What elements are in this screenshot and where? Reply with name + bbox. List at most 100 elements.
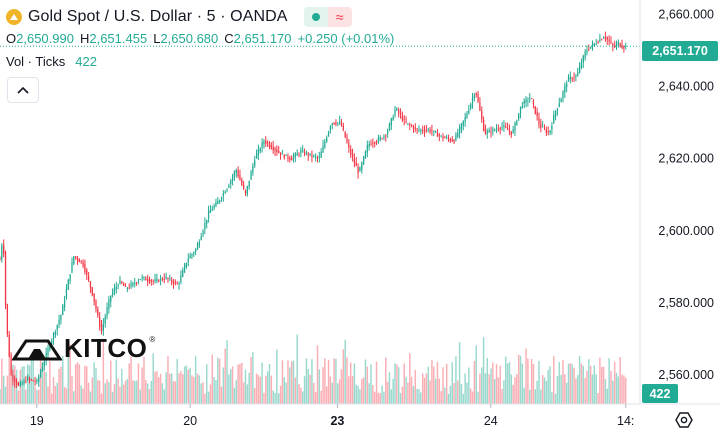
volume-bar bbox=[30, 358, 33, 404]
price-candle-body bbox=[562, 91, 564, 98]
price-candle-body bbox=[436, 133, 439, 137]
volume-bar bbox=[84, 365, 86, 404]
volume-bar bbox=[549, 366, 551, 404]
volume-bar bbox=[573, 367, 575, 404]
price-candle-body bbox=[542, 126, 544, 128]
collapse-legend-button[interactable] bbox=[7, 77, 39, 103]
volume-bar bbox=[126, 378, 129, 404]
price-candle-body bbox=[202, 230, 204, 235]
price-candle-body bbox=[100, 325, 103, 331]
price-candle-body bbox=[172, 281, 175, 285]
price-candle-body bbox=[390, 118, 392, 126]
volume-bar bbox=[519, 355, 522, 404]
volume-bar bbox=[43, 371, 46, 404]
volume-bar bbox=[170, 373, 173, 404]
volume-bar bbox=[41, 362, 44, 404]
market-open-dot-icon[interactable] bbox=[303, 7, 328, 27]
price-candle-body bbox=[340, 122, 343, 126]
price-candle-body bbox=[36, 380, 38, 382]
volume-bar bbox=[405, 376, 407, 404]
volume-bar bbox=[501, 388, 503, 404]
price-candle-body bbox=[0, 259, 1, 261]
volume-bar bbox=[0, 388, 1, 404]
price-candle-body bbox=[621, 44, 623, 49]
time-axis[interactable]: 19 20 23 24 14: bbox=[30, 404, 635, 428]
volume-bar bbox=[534, 389, 537, 404]
volume-bar bbox=[60, 366, 62, 404]
price-candle-body bbox=[104, 316, 106, 324]
price-candle-body bbox=[32, 380, 34, 382]
price-candle-body bbox=[150, 280, 153, 282]
high-label: H bbox=[79, 31, 90, 46]
volume-bar bbox=[270, 375, 273, 404]
volume-bar bbox=[198, 375, 201, 404]
price-axis[interactable]: 2,560.000 2,580.000 2,600.000 2,620.000 2,64… bbox=[658, 7, 714, 382]
volume-bar bbox=[554, 393, 557, 404]
volume-bar bbox=[431, 360, 433, 404]
volume-bar bbox=[447, 393, 450, 404]
volume-bar bbox=[163, 389, 166, 404]
volume-bar bbox=[158, 377, 160, 404]
settings-hexagon-button[interactable] bbox=[674, 410, 694, 430]
volume-bar bbox=[145, 380, 147, 404]
y-tick-label: 2,620.000 bbox=[658, 152, 714, 166]
wave-icon[interactable]: ≈ bbox=[327, 7, 352, 27]
price-candle-body bbox=[571, 78, 573, 80]
volume-bar bbox=[481, 367, 483, 404]
price-candle-body bbox=[344, 131, 346, 138]
volume-bar bbox=[228, 374, 230, 404]
volume-bar bbox=[146, 383, 149, 404]
volume-bar bbox=[28, 365, 31, 404]
volume-bar bbox=[414, 370, 417, 404]
kitco-logo-reg: ® bbox=[149, 335, 156, 344]
volume-bar bbox=[246, 384, 249, 404]
volume-bar bbox=[525, 348, 527, 404]
price-candle-body bbox=[362, 156, 365, 165]
last-volume-tag: 422 bbox=[642, 384, 678, 403]
volume-bar bbox=[45, 372, 47, 404]
volume-bar bbox=[599, 357, 601, 404]
price-candle-body bbox=[290, 158, 293, 161]
volume-bar bbox=[176, 358, 178, 404]
price-candle-body bbox=[434, 131, 437, 133]
price-candle-body bbox=[111, 292, 114, 296]
volume-bar bbox=[412, 386, 415, 404]
volume-bar bbox=[575, 378, 577, 404]
symbol-title[interactable]: Gold Spot / U.S. Dollar · 5 · OANDA bbox=[28, 8, 288, 25]
y-tick-label: 2,660.000 bbox=[658, 7, 714, 21]
volume-bar bbox=[416, 389, 418, 404]
volume-bar bbox=[229, 369, 232, 404]
volume-bar bbox=[503, 380, 505, 404]
price-candle-body bbox=[211, 209, 213, 211]
price-candle-body bbox=[121, 281, 123, 284]
price-candle-body bbox=[314, 156, 317, 158]
volume-bar bbox=[98, 380, 101, 404]
price-candle-body bbox=[351, 153, 354, 158]
volume-bar bbox=[8, 346, 10, 404]
price-candle-body bbox=[464, 116, 466, 122]
price-candle-body bbox=[41, 366, 44, 372]
volume-bar bbox=[6, 375, 9, 404]
price-candle-body bbox=[588, 49, 590, 51]
volume-bar bbox=[613, 361, 616, 404]
volume-bar bbox=[10, 366, 12, 404]
volume-bar bbox=[65, 388, 68, 404]
price-candle-body bbox=[305, 152, 308, 154]
volume-bar bbox=[529, 389, 531, 404]
volume-bar bbox=[444, 387, 446, 404]
price-candle-body bbox=[302, 150, 304, 152]
volume-bar bbox=[62, 355, 64, 404]
volume-label[interactable]: Vol · Ticks bbox=[6, 54, 66, 69]
price-candle-body bbox=[442, 136, 444, 139]
volume-bar bbox=[124, 380, 127, 404]
volume-bar bbox=[364, 359, 367, 404]
volume-bar bbox=[600, 366, 603, 404]
volume-bar bbox=[375, 361, 378, 404]
price-candle-body bbox=[30, 379, 33, 381]
price-candle-body bbox=[475, 93, 477, 95]
volume-bar bbox=[73, 391, 75, 404]
price-candle-body bbox=[237, 169, 239, 176]
price-candle-body bbox=[303, 152, 306, 155]
volume-bar bbox=[86, 366, 88, 404]
